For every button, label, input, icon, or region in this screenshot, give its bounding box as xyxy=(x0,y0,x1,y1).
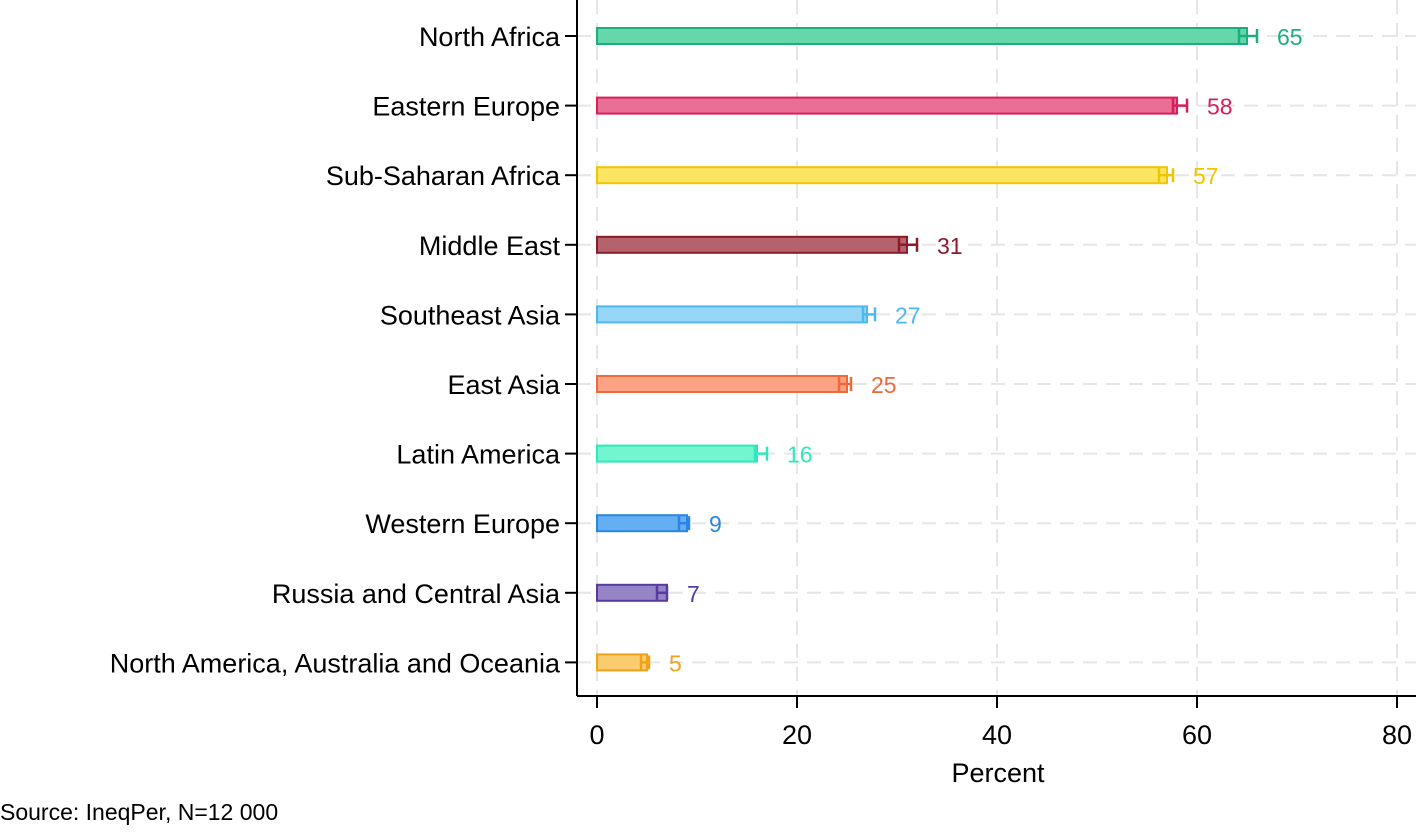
category-label: Latin America xyxy=(396,440,561,470)
value-label: 9 xyxy=(709,511,722,537)
category-label: North America, Australia and Oceania xyxy=(110,648,561,678)
bar xyxy=(596,653,648,672)
value-label: 57 xyxy=(1193,163,1219,189)
value-label: 16 xyxy=(787,442,813,468)
value-label: 5 xyxy=(669,650,682,676)
x-tick-label: 20 xyxy=(782,720,812,750)
category-label: North Africa xyxy=(419,22,561,52)
category-label: Southeast Asia xyxy=(380,300,561,330)
axes-layer xyxy=(565,0,1416,708)
x-tick-label: 80 xyxy=(1382,720,1412,750)
value-label: 31 xyxy=(937,233,963,259)
bar xyxy=(596,514,688,533)
x-tick-label: 40 xyxy=(982,720,1012,750)
category-label: Eastern Europe xyxy=(372,92,560,122)
bar xyxy=(596,305,868,324)
bar xyxy=(596,96,1178,115)
value-label: 65 xyxy=(1277,24,1303,50)
bar xyxy=(596,166,1168,185)
x-tick-label: 0 xyxy=(589,720,604,750)
value-label: 7 xyxy=(687,581,700,607)
category-label: Sub-Saharan Africa xyxy=(326,161,561,191)
bar xyxy=(596,235,908,254)
bars-layer xyxy=(596,27,1259,672)
category-label: Middle East xyxy=(419,231,561,261)
value-label: 27 xyxy=(895,302,921,328)
value-label: 25 xyxy=(871,372,897,398)
bar xyxy=(596,27,1248,45)
category-label: Western Europe xyxy=(365,509,560,539)
bar xyxy=(596,375,848,393)
category-label: East Asia xyxy=(447,370,561,400)
x-axis-title: Percent xyxy=(951,758,1045,788)
category-label: Russia and Central Asia xyxy=(272,579,561,609)
x-tick-label: 60 xyxy=(1182,720,1212,750)
value-label: 58 xyxy=(1207,94,1233,120)
bar xyxy=(596,444,758,463)
source-note: Source: IneqPer, N=12 000 xyxy=(0,799,278,825)
